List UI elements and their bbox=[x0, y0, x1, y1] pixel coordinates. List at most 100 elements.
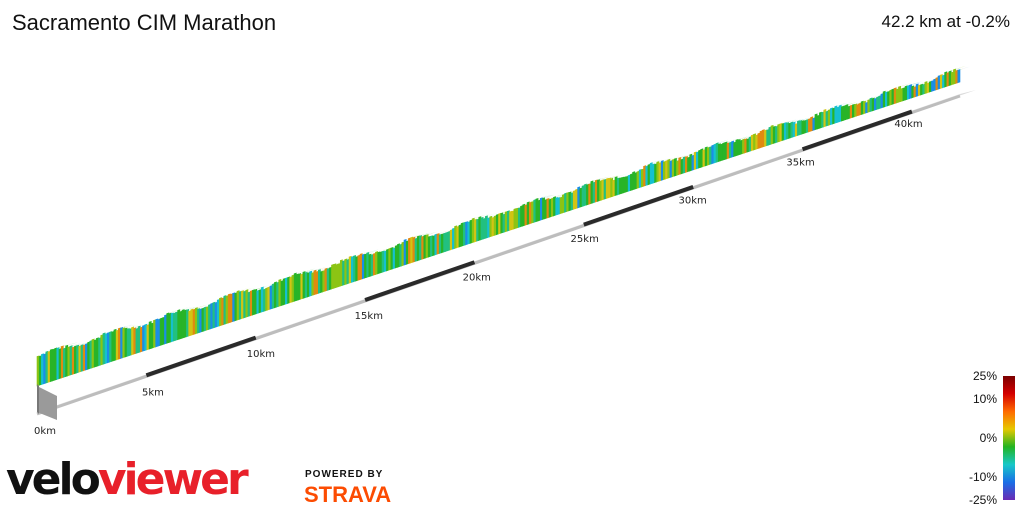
grade-segment-top bbox=[738, 136, 751, 141]
km-tick-label: 15km bbox=[355, 311, 383, 322]
grade-segment bbox=[555, 196, 559, 216]
grade-segment bbox=[430, 235, 433, 257]
grade-segment-top bbox=[790, 118, 803, 123]
grade-segment bbox=[592, 181, 596, 204]
grade-segment bbox=[693, 151, 697, 170]
grade-segment-top bbox=[595, 176, 608, 181]
grade-segment bbox=[278, 278, 282, 307]
grade-segment bbox=[102, 332, 106, 365]
grade-segment bbox=[583, 183, 587, 207]
grade-segment bbox=[814, 113, 818, 131]
grade-segment bbox=[179, 310, 183, 340]
grade-segment bbox=[816, 114, 820, 130]
grade-segment-top bbox=[124, 324, 138, 329]
grade-segment bbox=[909, 84, 912, 100]
grade-segment bbox=[370, 254, 374, 277]
grade-segment-top bbox=[883, 88, 896, 92]
km-band bbox=[801, 109, 913, 152]
grade-segment bbox=[937, 75, 941, 90]
grade-segment-top bbox=[535, 195, 549, 200]
grade-segment bbox=[502, 213, 506, 233]
grade-segment bbox=[298, 273, 302, 301]
grade-segment bbox=[772, 125, 776, 144]
grade-segment bbox=[939, 74, 943, 89]
grade-segment bbox=[348, 255, 352, 284]
grade-segment bbox=[183, 309, 187, 338]
grade-segment bbox=[67, 346, 71, 377]
grade-segment bbox=[282, 278, 286, 306]
grade-segment bbox=[588, 183, 592, 205]
grade-segment-top bbox=[540, 194, 553, 199]
grade-segment bbox=[808, 118, 811, 133]
strava-badge: POWERED BY STRAVA bbox=[304, 469, 391, 507]
grade-segment bbox=[775, 125, 778, 144]
grade-segment-top bbox=[177, 306, 190, 311]
grade-segment bbox=[258, 289, 262, 314]
grade-segment bbox=[401, 241, 405, 267]
grade-segment bbox=[177, 309, 181, 341]
grade-segment bbox=[788, 122, 792, 139]
grade-segment bbox=[109, 331, 113, 363]
grade-segment bbox=[577, 186, 581, 209]
grade-segment-top bbox=[131, 323, 144, 328]
grade-segment bbox=[920, 83, 923, 96]
grade-segment-top bbox=[735, 136, 749, 141]
grade-segment bbox=[474, 218, 477, 243]
grade-segment bbox=[645, 165, 649, 186]
grade-segment bbox=[506, 210, 510, 232]
grade-segment bbox=[445, 231, 449, 252]
grade-segment bbox=[76, 344, 80, 374]
grade-scale-label: -10% bbox=[969, 470, 997, 484]
grade-segment-top bbox=[834, 102, 847, 107]
grade-segment-top bbox=[54, 344, 67, 349]
grade-segment bbox=[687, 156, 690, 173]
grade-segment bbox=[122, 327, 126, 359]
grade-segment-top bbox=[661, 157, 674, 162]
grade-segment bbox=[803, 119, 807, 134]
grade-segment bbox=[944, 71, 948, 88]
grade-segment bbox=[148, 320, 152, 350]
grade-segment bbox=[331, 264, 334, 290]
grade-segment bbox=[322, 269, 326, 293]
grade-segment-top bbox=[61, 342, 74, 347]
grade-segment bbox=[315, 270, 319, 295]
grade-segment bbox=[597, 179, 600, 202]
grade-segment bbox=[761, 129, 765, 148]
grade-segment bbox=[243, 290, 247, 319]
grade-segment-top bbox=[724, 138, 738, 143]
grade-segment bbox=[904, 85, 908, 101]
grade-segment bbox=[713, 143, 717, 164]
grade-segment bbox=[948, 70, 952, 87]
grade-segment bbox=[926, 82, 930, 94]
grade-segment bbox=[491, 216, 495, 237]
grade-segment bbox=[548, 198, 552, 218]
grade-segment bbox=[326, 267, 330, 291]
grade-segment bbox=[74, 345, 77, 375]
grade-segment-top bbox=[349, 253, 362, 257]
grade-segment bbox=[786, 122, 789, 140]
grade-segment bbox=[221, 297, 225, 326]
grade-segment bbox=[126, 328, 130, 357]
grade-segment bbox=[922, 83, 926, 95]
grade-segment bbox=[663, 160, 666, 181]
logo-velo: velo bbox=[6, 454, 100, 505]
grade-segment-top bbox=[478, 213, 491, 218]
grade-segment bbox=[247, 291, 251, 317]
grade-segment bbox=[309, 270, 313, 297]
grade-segment bbox=[89, 340, 93, 370]
grade-segment bbox=[216, 299, 220, 328]
grade-segment bbox=[568, 191, 572, 212]
grade-segment bbox=[412, 236, 416, 263]
grade-segment bbox=[133, 327, 137, 355]
grade-segment-top bbox=[909, 81, 922, 86]
grade-segment bbox=[841, 105, 844, 122]
grade-segment bbox=[227, 293, 231, 324]
grade-segment bbox=[434, 233, 438, 256]
grade-segment bbox=[689, 153, 693, 172]
grade-segment bbox=[260, 286, 264, 313]
grade-segment bbox=[702, 149, 706, 168]
grade-segment-top bbox=[76, 342, 89, 346]
grade-segment bbox=[876, 96, 879, 110]
grade-segment-top bbox=[716, 139, 729, 144]
